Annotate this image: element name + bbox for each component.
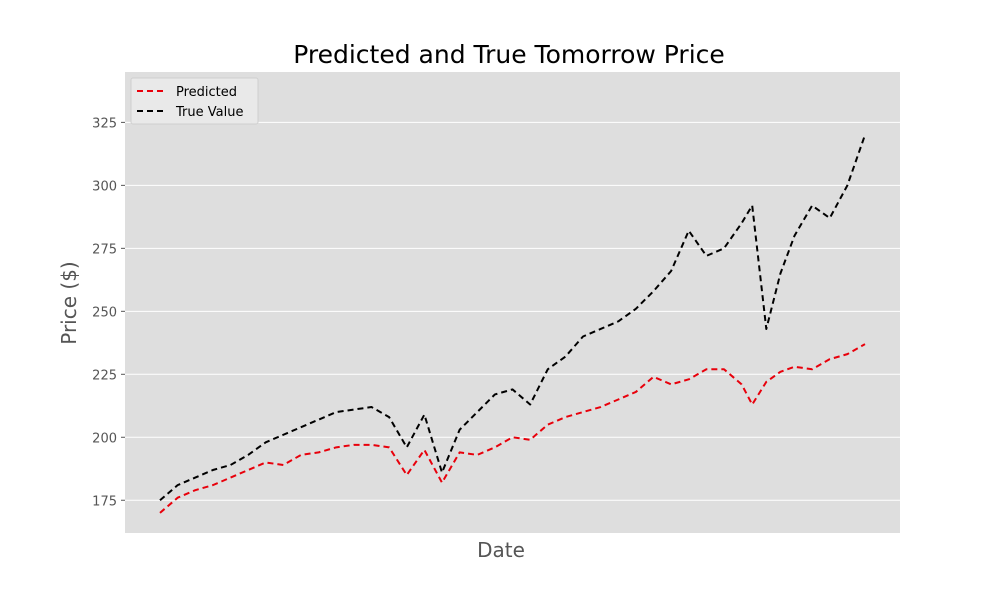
legend-box (130, 77, 259, 125)
y-tick-label-250: 250 (92, 305, 117, 320)
legend-true-label: True Value (175, 105, 243, 120)
chart-title: Predicted and True Tomorrow Price (293, 40, 725, 69)
true-value-series-line (159, 134, 866, 502)
y-tick-label-200: 200 (92, 431, 117, 446)
y-axis-label: Price ($) (57, 261, 81, 344)
plot-area (125, 72, 900, 533)
predicted-series-line (159, 343, 866, 514)
y-tick-label-275: 275 (92, 242, 117, 257)
x-axis-label: Date (477, 538, 525, 562)
y-axis-ticks: 175 200 225 250 275 300 325 (92, 116, 125, 509)
y-tick-label-175: 175 (92, 494, 117, 509)
y-tick-label-300: 300 (92, 179, 117, 194)
legend-predicted-label: Predicted (176, 85, 237, 100)
y-tick-label-225: 225 (92, 368, 117, 383)
legend: Predicted True Value (130, 77, 259, 125)
y-tick-label-325: 325 (92, 116, 117, 131)
data-series (159, 134, 866, 514)
